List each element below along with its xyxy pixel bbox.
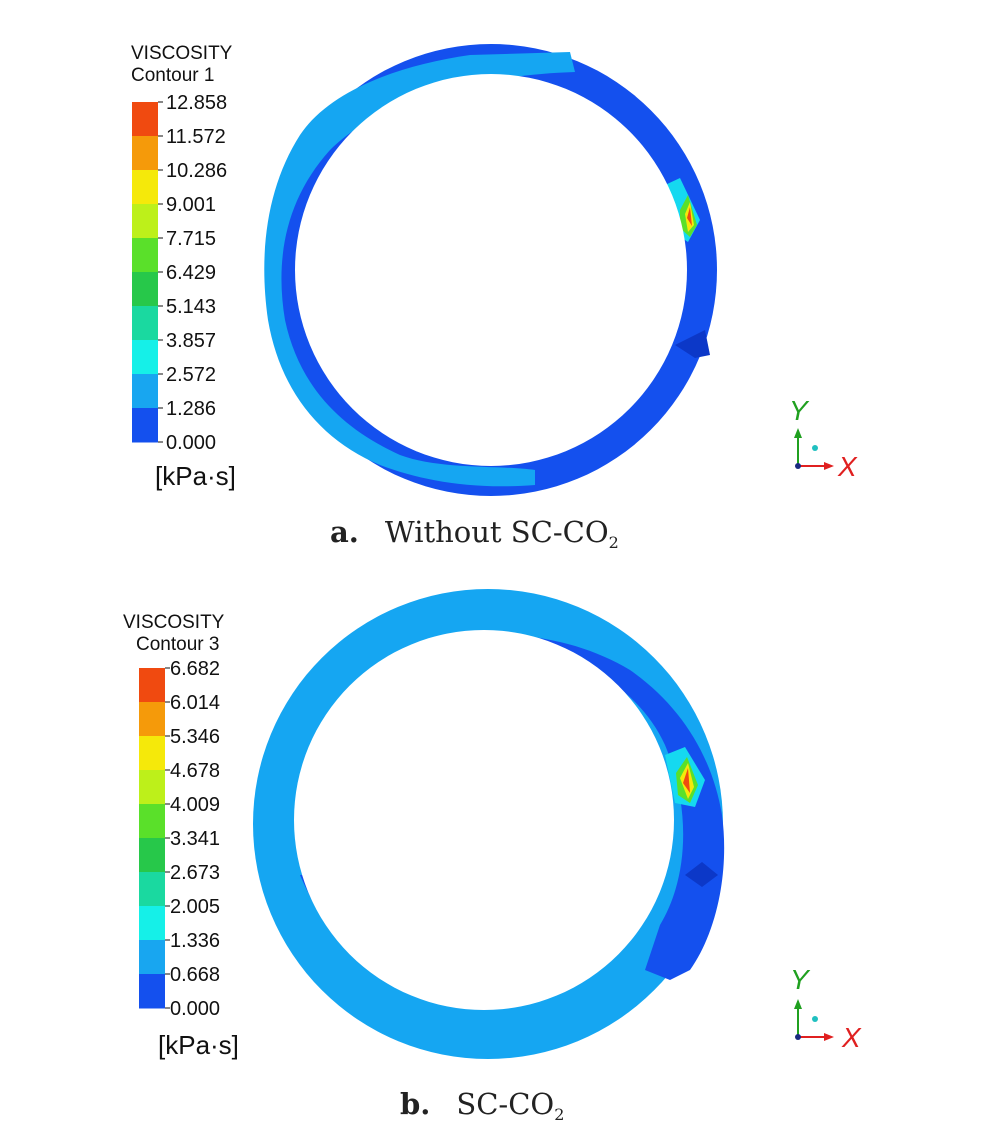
panel-a: VISCOSITY Contour 1 12.858 11.572 10.286 9.… [131, 43, 858, 552]
colorbar-band [132, 374, 158, 409]
colorbar-band [132, 272, 158, 307]
dark-spot-b [685, 862, 718, 887]
x-arrow-icon [824, 462, 834, 470]
axis-triad-b: Y X [790, 964, 862, 1053]
caption-letter: b. [400, 1087, 431, 1121]
dark-band-b [450, 633, 725, 980]
caption-text: Without SC-CO [384, 515, 609, 549]
caption-letter: a. [330, 515, 359, 549]
caption-text: SC-CO [456, 1087, 555, 1121]
caption-subscript: 2 [554, 1105, 565, 1124]
colorbar-band [139, 770, 165, 805]
colorbar-band [132, 136, 158, 171]
contour-plot-b: 6.682 6.014 5.346 4.678 4.009 3.341 2.673 2.005… [139, 589, 862, 1059]
panel-b: VISCOSITY Contour 3 6.682 6.014 5.346 4.678… [0, 575, 994, 1143]
colorbar-a [132, 102, 158, 443]
colorbar-tick-label: 6.014 [170, 692, 220, 714]
colorbar-tick-label: 6.682 [170, 658, 220, 680]
y-axis-label: Y [790, 964, 811, 995]
legend-title: VISCOSITY [131, 43, 233, 64]
inner-hole-b [294, 630, 674, 1010]
z-dot-icon [812, 445, 818, 451]
colorbar-tick-label: 6.429 [166, 262, 216, 284]
colorbar-band [139, 804, 165, 839]
colorbar-band [132, 238, 158, 273]
colorbar-ticks-a: 12.858 11.572 10.286 9.001 7.715 6.429 5.143 3.… [158, 92, 227, 454]
legend-subtitle: Contour 1 [131, 65, 215, 86]
colorbar-tick-label: 0.668 [170, 964, 220, 986]
colorbar-band [132, 340, 158, 375]
legend-title: VISCOSITY [123, 612, 225, 633]
red-spot-b [683, 768, 690, 793]
axis-triad-a: Y X [789, 395, 858, 482]
legend-b-title: VISCOSITY Contour 3 [123, 612, 224, 656]
colorbar-tick-label: 11.572 [166, 126, 226, 148]
origin-dot-icon [795, 1034, 801, 1040]
annulus-contour-a [264, 44, 717, 496]
colorbar-tick-label: 10.286 [166, 160, 227, 182]
colorbar-band [139, 668, 165, 703]
annulus-contour-b [253, 589, 725, 1059]
colorbar-band [132, 306, 158, 341]
legend-a-title: VISCOSITY Contour 1 [131, 43, 232, 87]
colorbar-band [132, 170, 158, 205]
y-arrow-icon [794, 999, 802, 1009]
colorbar-tick-label: 4.678 [170, 760, 220, 782]
y-arrow-icon [794, 428, 802, 438]
colorbar-band [139, 736, 165, 771]
colorbar-tick-label: 4.009 [170, 794, 220, 816]
colorbar-tick-label: 2.673 [170, 862, 220, 884]
colorbar-tick-label: 2.572 [166, 364, 216, 386]
z-dot-icon [812, 1016, 818, 1022]
colorbar-band [139, 838, 165, 873]
colorbar-tick-label: 5.143 [166, 296, 216, 318]
x-axis-label: X [837, 451, 858, 482]
caption-a: a. Without SC-CO2 [330, 515, 619, 552]
colorbar-tick-label: 5.346 [170, 726, 220, 748]
dark-spot-a [675, 330, 710, 358]
colorbar-tick-label: 0.000 [170, 998, 220, 1020]
colorbar-band [132, 102, 158, 137]
x-axis-label: X [841, 1022, 862, 1053]
red-spot-a [687, 207, 692, 226]
colorbar-band [139, 974, 165, 1009]
legend-unit-b: [kPa·s] [158, 1030, 239, 1060]
y-axis-label: Y [789, 395, 810, 426]
colorbar-ticks-b: 6.682 6.014 5.346 4.678 4.009 3.341 2.673 2.005… [165, 658, 220, 1020]
colorbar-tick-label: 9.001 [166, 194, 216, 216]
caption-b: b. SC-CO2 [400, 1087, 564, 1124]
origin-dot-icon [795, 463, 801, 469]
colorbar-tick-label: 12.858 [166, 92, 227, 114]
colorbar-tick-label: 0.000 [166, 432, 216, 454]
colorbar-band [132, 204, 158, 239]
colorbar-band [139, 872, 165, 907]
colorbar-tick-label: 2.005 [170, 896, 220, 918]
colorbar-tick-label: 1.286 [166, 398, 216, 420]
x-arrow-icon [824, 1033, 834, 1041]
colorbar-tick-label: 7.715 [166, 228, 216, 250]
caption-subscript: 2 [608, 533, 619, 552]
colorbar-b [139, 668, 165, 1009]
colorbar-tick-label: 3.341 [170, 828, 220, 850]
colorbar-tick-label: 3.857 [166, 330, 216, 352]
colorbar-band [139, 702, 165, 737]
legend-subtitle: Contour 3 [136, 634, 220, 655]
inner-hole-a [295, 74, 687, 466]
colorbar-band [139, 906, 165, 941]
legend-unit-a: [kPa·s] [155, 461, 236, 491]
contour-plot-a: 12.858 11.572 10.286 9.001 7.715 6.429 5.143 3.… [132, 44, 858, 496]
colorbar-band [132, 408, 158, 443]
colorbar-band [139, 940, 165, 975]
colorbar-tick-label: 1.336 [170, 930, 220, 952]
